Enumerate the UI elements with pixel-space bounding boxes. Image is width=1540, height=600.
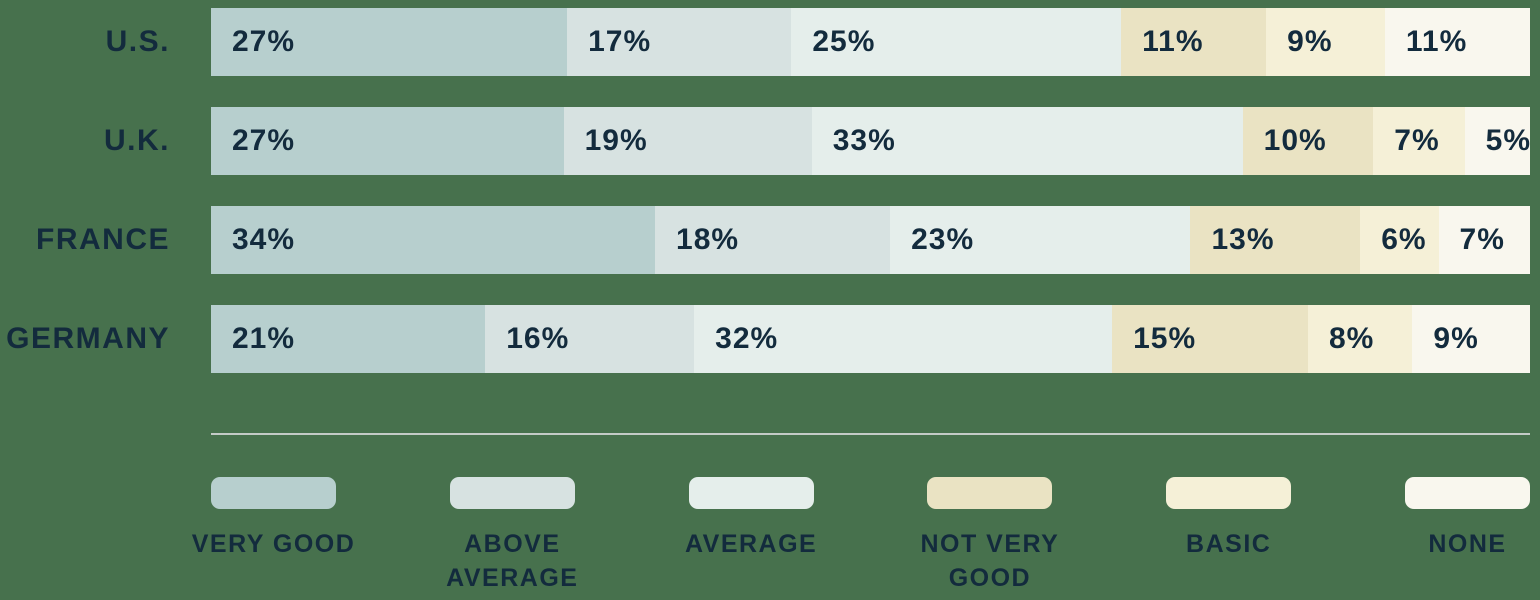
bar-segment-average: 32% — [694, 305, 1113, 373]
bar-segment-average: 23% — [890, 206, 1191, 274]
category-label: U.K. — [104, 124, 170, 157]
bar-segment-not-very-good: 10% — [1242, 107, 1374, 175]
legend-swatch — [211, 477, 336, 509]
segment-value-label: 25% — [812, 25, 876, 58]
bar-segment-basic: 7% — [1373, 107, 1465, 175]
segment-value-label: 27% — [232, 124, 296, 157]
bar-segment-basic: 9% — [1266, 8, 1385, 76]
bar-segment-basic: 6% — [1360, 206, 1439, 274]
bar-segment-not-very-good: 13% — [1190, 206, 1361, 274]
legend-swatch — [1166, 477, 1292, 509]
bar-segment-basic: 8% — [1307, 305, 1413, 373]
bar-segment-very-good: 34% — [211, 206, 656, 274]
category-label: GERMANY — [6, 322, 170, 355]
bar-segment-above-average: 17% — [567, 8, 792, 76]
bar-segment-above-average: 19% — [563, 107, 812, 175]
legend-divider — [211, 433, 1530, 435]
legend-item-average: AVERAGE — [685, 477, 816, 595]
legend-item-basic: BASIC — [1166, 477, 1292, 595]
legend-item-very-good: VERY GOOD — [192, 477, 354, 595]
chart-row: FRANCE 34% 18% 23% 13% 6% 7% — [0, 206, 1540, 274]
segment-value-label: 10% — [1263, 124, 1327, 157]
segment-value-label: 33% — [832, 124, 896, 157]
chart-row: U.K. 27% 19% 33% 10% 7% 5% — [0, 107, 1540, 175]
legend-item-not-very-good: NOT VERY GOOD — [920, 477, 1058, 595]
bar-segment-average: 33% — [811, 107, 1243, 175]
bar-segment-not-very-good: 11% — [1121, 8, 1267, 76]
category-label: FRANCE — [36, 223, 170, 256]
segment-value-label: 18% — [676, 223, 740, 256]
bar-segment-none: 7% — [1438, 206, 1530, 274]
legend-label: BASIC — [1186, 530, 1272, 558]
segment-value-label: 21% — [232, 322, 296, 355]
segment-value-label: 17% — [588, 25, 652, 58]
segment-value-label: 7% — [1394, 124, 1440, 157]
segment-value-label: 7% — [1459, 223, 1505, 256]
legend-swatch — [1404, 477, 1530, 509]
segment-value-label: 9% — [1287, 25, 1333, 58]
segment-value-label: 11% — [1405, 25, 1468, 58]
chart-rows: U.S. 27% 17% 25% 11% 9% 11% U.K. 27% 19% 33% 10% 7% 5… — [0, 8, 1540, 373]
legend-swatch — [927, 477, 1053, 509]
legend-label: ABOVE AVERAGE — [446, 530, 579, 592]
bar-segment-average: 25% — [791, 8, 1122, 76]
bar-segment-above-average: 16% — [485, 305, 695, 373]
stacked-bar: 34% 18% 23% 13% 6% 7% — [211, 206, 1530, 274]
bar-segment-very-good: 27% — [211, 8, 568, 76]
bar-segment-none: 5% — [1464, 107, 1532, 175]
segment-value-label: 15% — [1133, 322, 1197, 355]
category-label: U.S. — [105, 25, 170, 58]
segment-value-label: 19% — [584, 124, 648, 157]
segment-value-label: 9% — [1433, 322, 1479, 355]
segment-value-label: 16% — [506, 322, 570, 355]
segment-value-label: 23% — [911, 223, 975, 256]
bar-segment-none: 9% — [1412, 305, 1530, 373]
bar-segment-not-very-good: 15% — [1112, 305, 1308, 373]
bar-segment-very-good: 21% — [211, 305, 486, 373]
stacked-bar: 27% 19% 33% 10% 7% 5% — [211, 107, 1530, 175]
segment-value-label: 27% — [232, 25, 296, 58]
segment-value-label: 6% — [1381, 223, 1427, 256]
segment-value-label: 13% — [1211, 223, 1275, 256]
legend-label: NONE — [1428, 530, 1507, 558]
legend-label: AVERAGE — [684, 530, 818, 558]
legend-label: VERY GOOD — [191, 530, 356, 558]
legend-swatch — [449, 477, 575, 509]
legend-swatch — [688, 477, 814, 509]
segment-value-label: 34% — [232, 223, 296, 256]
chart-row: U.S. 27% 17% 25% 11% 9% 11% — [0, 8, 1540, 76]
legend-item-none: NONE — [1404, 477, 1530, 595]
stacked-bar: 21% 16% 32% 15% 8% 9% — [211, 305, 1530, 373]
chart-legend: VERY GOOD ABOVE AVERAGE AVERAGE NOT VERY GO… — [192, 477, 1530, 595]
segment-value-label: 32% — [715, 322, 779, 355]
segment-value-label: 11% — [1142, 25, 1204, 58]
segment-value-label: 5% — [1485, 124, 1532, 157]
legend-label: NOT VERY GOOD — [920, 530, 1060, 592]
legend-item-above-average: ABOVE AVERAGE — [446, 477, 577, 595]
chart-row: GERMANY 21% 16% 32% 15% 8% 9% — [0, 305, 1540, 373]
bar-segment-above-average: 18% — [655, 206, 891, 274]
segment-value-label: 8% — [1328, 322, 1375, 355]
stacked-bar: 27% 17% 25% 11% 9% 11% — [211, 8, 1530, 76]
bar-segment-very-good: 27% — [211, 107, 564, 175]
bar-segment-none: 11% — [1384, 8, 1530, 76]
